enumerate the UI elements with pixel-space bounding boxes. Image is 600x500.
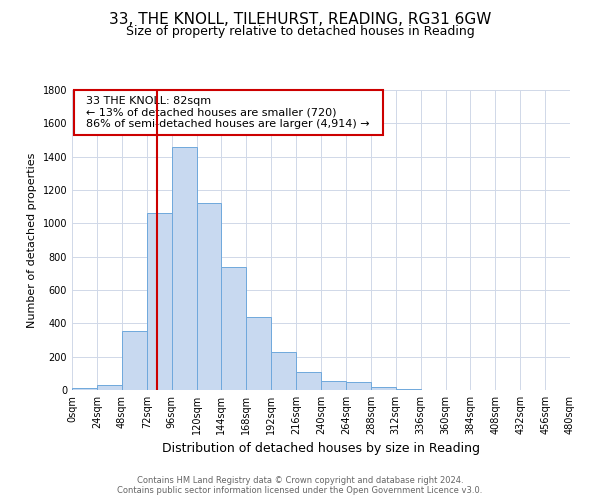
Bar (72, 388, 97, 390)
Bar (271, 352, 296, 390)
Bar (371, 386, 396, 390)
Text: Size of property relative to detached houses in Reading: Size of property relative to detached ho… (125, 25, 475, 38)
Bar (221, 266, 247, 390)
Bar (396, 389, 421, 390)
Bar (296, 372, 321, 390)
Bar (247, 316, 271, 390)
Bar (172, 146, 197, 390)
Text: Contains public sector information licensed under the Open Government Licence v3: Contains public sector information licen… (118, 486, 482, 495)
Bar (122, 331, 147, 390)
Text: 33, THE KNOLL, TILEHURST, READING, RG31 6GW: 33, THE KNOLL, TILEHURST, READING, RG31 … (109, 12, 491, 28)
Text: 33 THE KNOLL: 82sqm
  ← 13% of detached houses are smaller (720)
  86% of semi-d: 33 THE KNOLL: 82sqm ← 13% of detached ho… (79, 96, 377, 129)
Bar (321, 381, 346, 390)
Bar (346, 382, 371, 390)
Bar (97, 385, 122, 390)
X-axis label: Distribution of detached houses by size in Reading: Distribution of detached houses by size … (162, 442, 480, 456)
Y-axis label: Number of detached properties: Number of detached properties (27, 152, 37, 328)
Text: Contains HM Land Registry data © Crown copyright and database right 2024.: Contains HM Land Registry data © Crown c… (137, 476, 463, 485)
Bar (146, 212, 172, 390)
Bar (197, 204, 221, 390)
